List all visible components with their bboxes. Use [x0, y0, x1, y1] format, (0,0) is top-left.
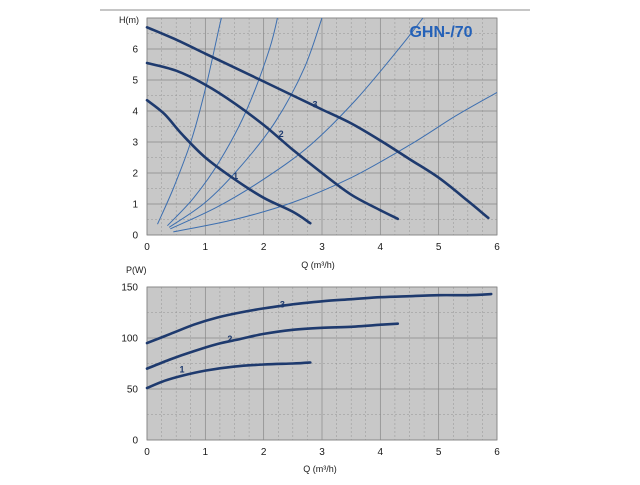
head-x-tick-label: 2 [261, 242, 267, 253]
head-y-tick-label: 2 [132, 169, 138, 180]
power-x-tick-label: 5 [436, 447, 442, 458]
head-chart-title: GHN-/70 [409, 24, 472, 41]
power-series-1-label: 1 [179, 365, 184, 375]
power-y-tick-label: 150 [121, 283, 138, 294]
head-series-3-line [145, 26, 490, 220]
power-series: 1 2 3 [145, 292, 493, 390]
power-x-axis-title: Q (m³/h) [303, 464, 337, 474]
head-system-curve [167, 18, 278, 227]
head-series-1-line [145, 98, 312, 225]
power-series-3-line [145, 292, 493, 345]
head-x-tick-label: 3 [319, 242, 325, 253]
head-x-tick-label: 6 [494, 242, 500, 253]
power-y-tick-label: 100 [121, 334, 138, 345]
head-x-tick-label: 5 [436, 242, 442, 253]
power-y-tick-labels: 0 50 100 150 [121, 283, 138, 447]
head-y-axis-title: H(m) [119, 15, 139, 25]
head-series: 1 2 3 [145, 26, 490, 225]
head-y-tick-label: 6 [132, 45, 138, 56]
head-y-tick-label: 3 [132, 138, 138, 149]
power-y-tick-label: 50 [127, 385, 139, 396]
power-x-tick-label: 2 [261, 447, 267, 458]
head-system-curve [157, 18, 222, 225]
power-x-tick-label: 4 [378, 447, 384, 458]
head-series-3-label: 3 [312, 99, 317, 109]
head-system-curve [168, 18, 323, 228]
head-y-tick-label: 1 [132, 200, 138, 211]
head-series-2-line [145, 61, 400, 221]
power-x-tick-label: 6 [494, 447, 500, 458]
head-x-tick-label: 0 [144, 242, 150, 253]
power-x-tick-label: 1 [203, 447, 209, 458]
power-series-1-line [145, 361, 312, 390]
head-system-curve [173, 91, 497, 233]
head-x-tick-label: 4 [378, 242, 384, 253]
power-x-tick-label: 3 [319, 447, 325, 458]
power-y-tick-label: 0 [132, 436, 138, 447]
head-x-tick-labels: 0 1 2 3 4 5 6 [144, 242, 500, 253]
power-x-tick-label: 0 [144, 447, 150, 458]
power-chart: 1 2 3 0 1 2 3 4 5 6 0 50 100 150 P(W) Q (m³/h) [121, 265, 500, 474]
power-series-3-label: 3 [280, 299, 285, 309]
power-series-2-line [145, 322, 400, 370]
head-system-curve [170, 18, 424, 230]
head-x-tick-label: 1 [203, 242, 209, 253]
head-y-tick-label: 0 [132, 231, 138, 242]
power-series-2-label: 2 [227, 334, 232, 344]
head-series-2-label: 2 [279, 129, 284, 139]
head-series-1-label: 1 [233, 171, 238, 181]
head-x-axis-title: Q (m³/h) [301, 260, 335, 270]
power-y-axis-title: P(W) [126, 265, 147, 275]
head-y-tick-labels: 0 1 2 3 4 5 6 [132, 45, 138, 242]
head-system-curves [157, 18, 497, 233]
power-grid [146, 286, 498, 441]
head-y-tick-label: 5 [132, 76, 138, 87]
head-y-tick-label: 4 [132, 107, 138, 118]
head-chart: 1 2 3 0 1 2 3 4 5 6 0 1 2 3 4 5 6 H(m) Q (m³/h) GHN-/7… [119, 15, 500, 270]
power-x-tick-labels: 0 1 2 3 4 5 6 [144, 447, 500, 458]
